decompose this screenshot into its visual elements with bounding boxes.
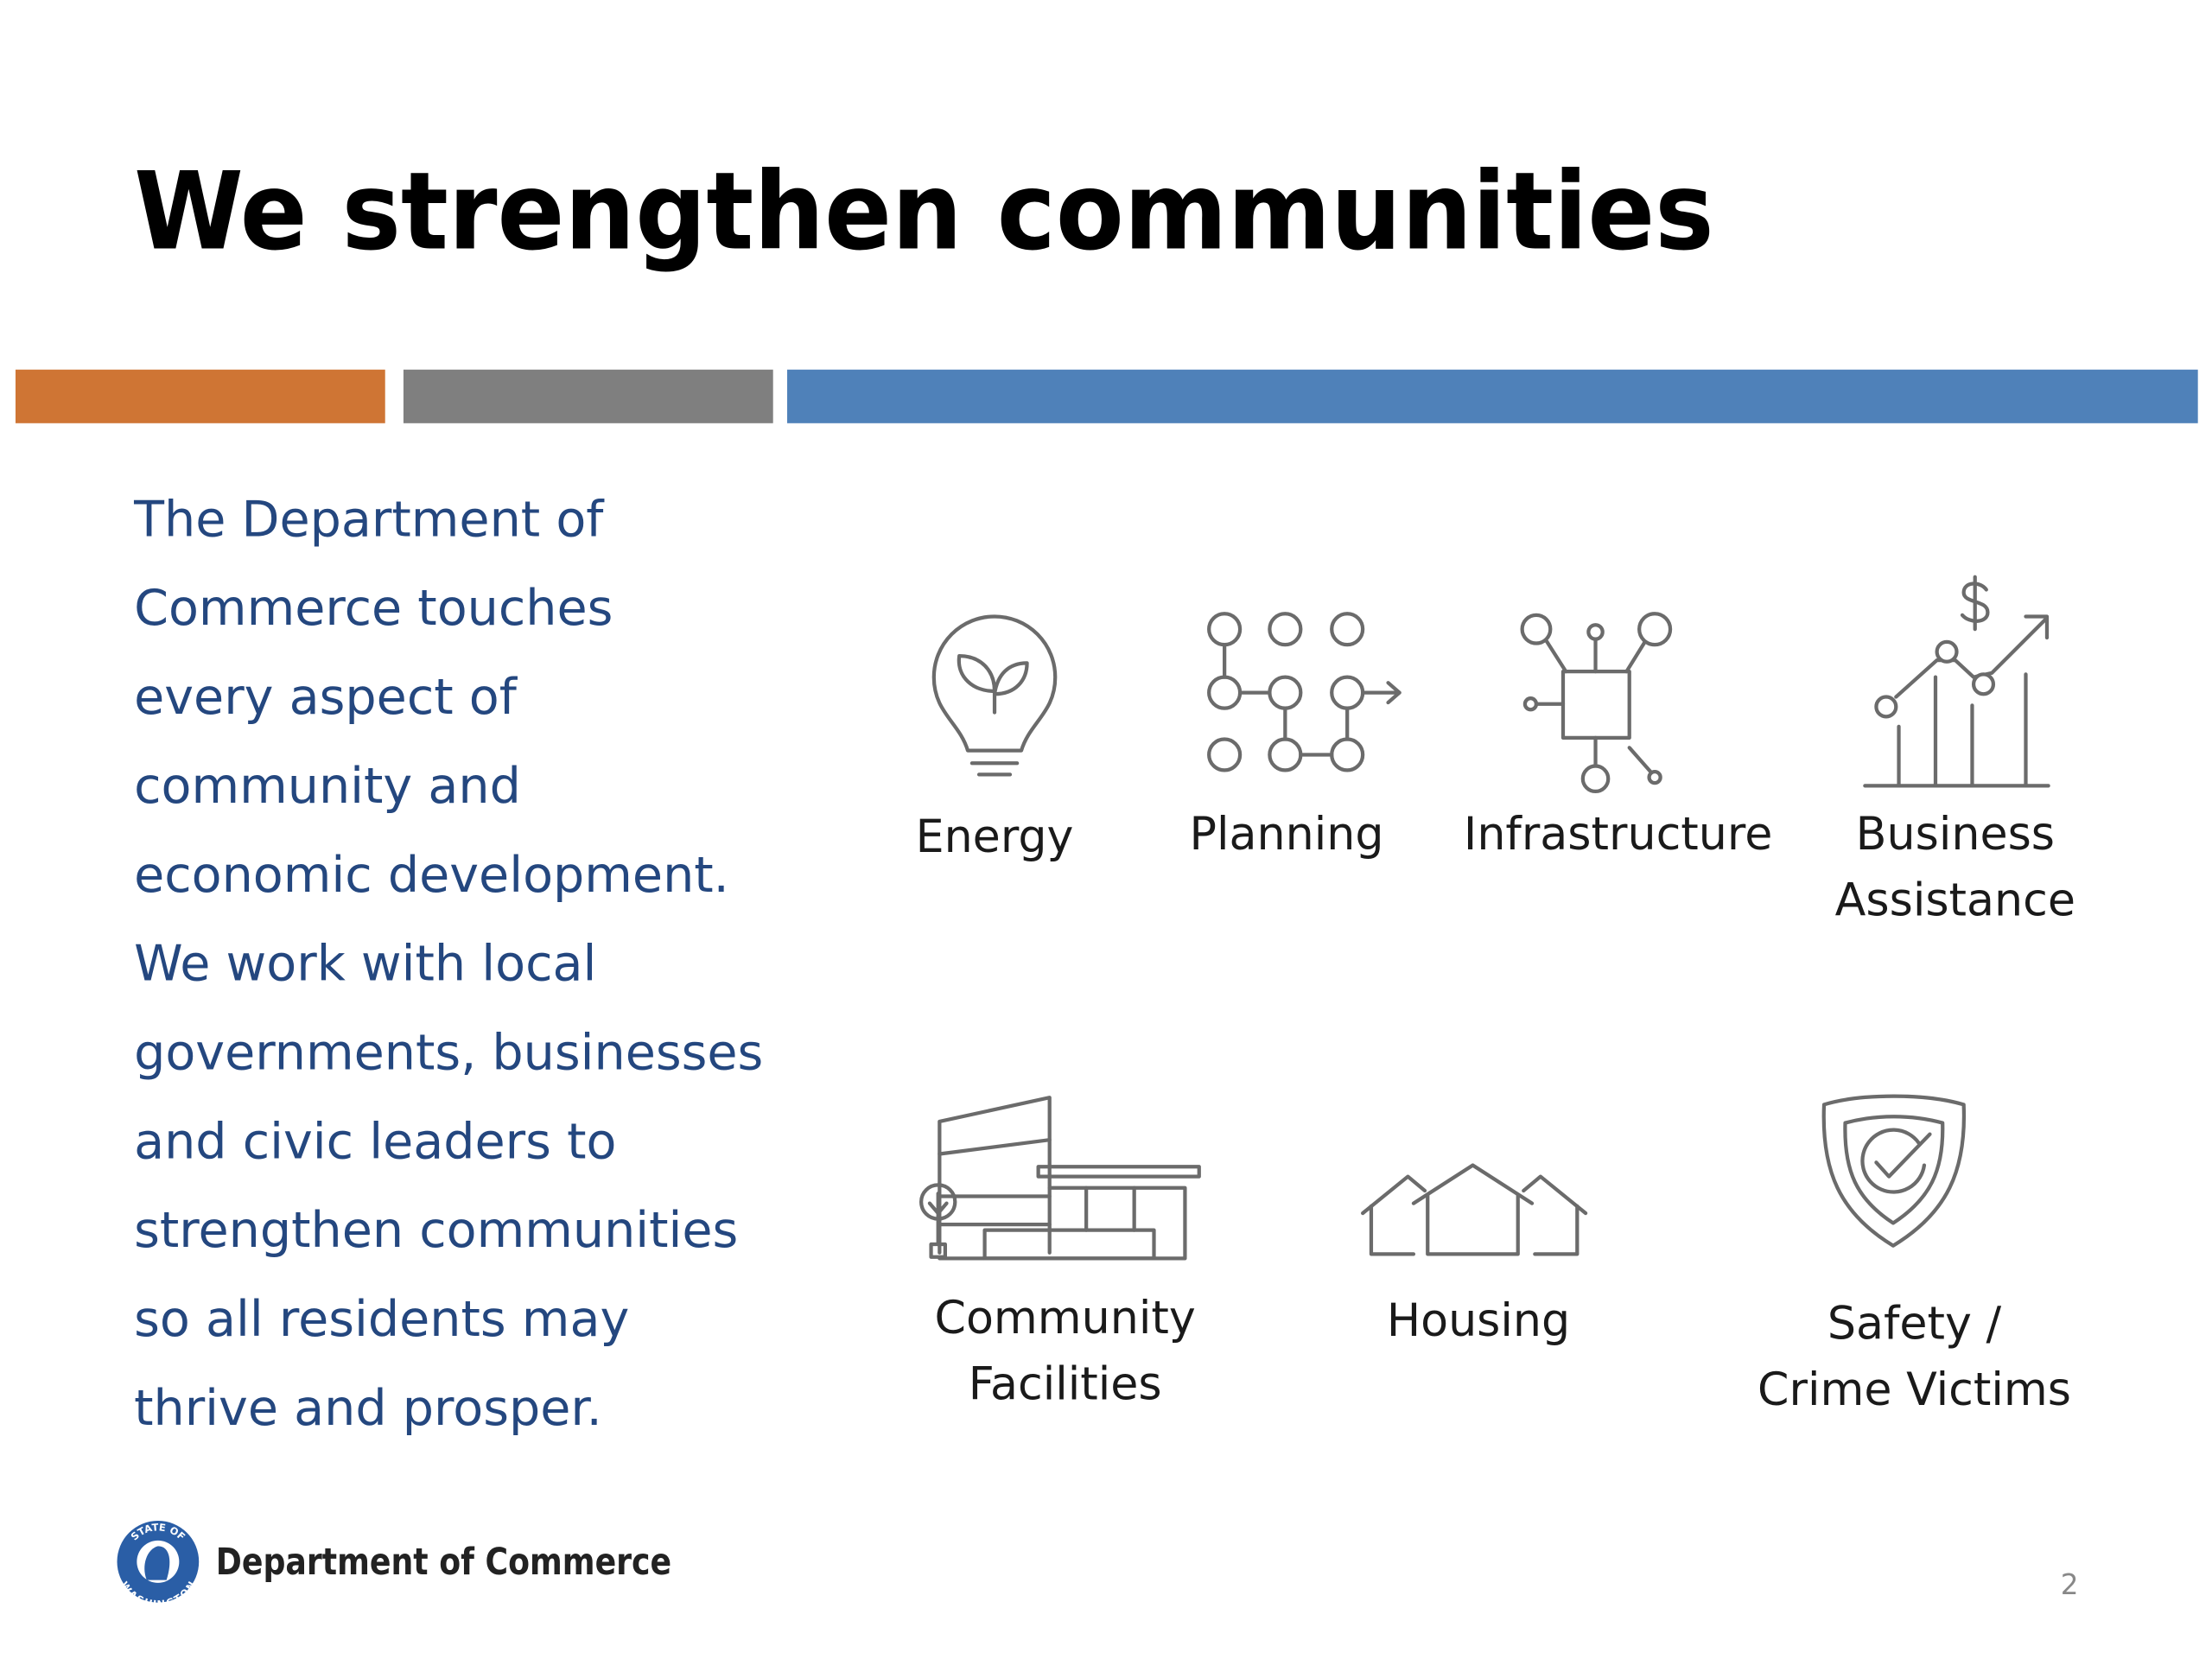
body-line: The Department of [133, 491, 605, 548]
item-labels: Energy Planning Infrastructure Business Assi… [916, 809, 2075, 1416]
item-label: Business [1856, 809, 2055, 861]
body-line: community and [134, 758, 521, 815]
body-line: and civic leaders to [134, 1113, 616, 1170]
body-line: every aspect of [134, 669, 518, 726]
safety-icon [1821, 1094, 1967, 1248]
business-icon [1863, 575, 2050, 788]
page-number: 2 [2061, 1568, 2079, 1601]
energy-icon [931, 614, 1058, 777]
body-line: Commerce touches [134, 580, 613, 637]
body-line: governments, businesses [134, 1025, 763, 1082]
item-label: Crime Victims [1758, 1364, 2071, 1416]
item-label: Community [934, 1293, 1195, 1344]
item-label: Safety / [1827, 1298, 2002, 1350]
item-label: Housing [1387, 1295, 1570, 1347]
planning-icon [1207, 612, 1402, 772]
slide-title: We strengthen communities [134, 149, 1714, 274]
body-line: We work with local [134, 936, 596, 993]
accent-bar [787, 369, 2198, 423]
housing-icon [1361, 1163, 1588, 1256]
infrastructure-icon [1520, 612, 1673, 794]
accent-bar [15, 369, 385, 423]
accent-bar [403, 369, 773, 423]
item-label: Planning [1189, 809, 1383, 861]
body-text: The Department of Commerce touches every a… [133, 491, 763, 1437]
body-line: thrive and prosper. [134, 1380, 602, 1437]
item-label: Assistance [1835, 875, 2075, 927]
item-label: Energy [916, 811, 1074, 863]
item-label: Facilities [969, 1359, 1162, 1411]
logo: STATE OF WASHINGTON Department of Commer… [117, 1521, 671, 1610]
body-line: so all residents may [134, 1291, 629, 1348]
organization-name: Department of Commerce [216, 1541, 671, 1584]
item-label: Infrastructure [1464, 809, 1772, 861]
body-line: strengthen communities [134, 1202, 738, 1259]
facilities-icon [919, 1096, 1201, 1261]
body-line: economic development. [134, 847, 729, 904]
